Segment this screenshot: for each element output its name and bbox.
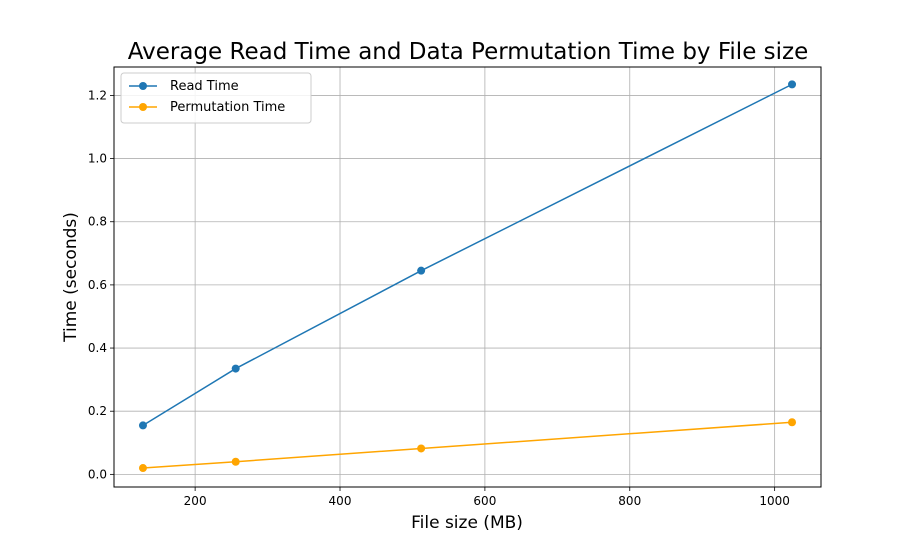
data-point-read-time — [417, 266, 426, 275]
y-axis: 0.0 0.2 0.4 0.6 0.8 1.0 1.2 — [88, 88, 114, 481]
y-tick-label: 0.2 — [88, 404, 107, 418]
series-lines — [138, 80, 797, 473]
y-tick-label: 1.2 — [88, 88, 107, 102]
x-tick-label: 200 — [184, 494, 207, 508]
data-point-permutation-time — [417, 444, 426, 453]
x-tick-label: 400 — [329, 494, 352, 508]
data-point-read-time — [138, 421, 147, 430]
y-tick-label: 0.4 — [88, 341, 107, 355]
data-point-permutation-time — [788, 418, 797, 427]
series-read-time — [138, 80, 797, 430]
y-tick-label: 0.8 — [88, 215, 107, 229]
legend-marker-permutation-time — [139, 103, 147, 111]
legend-box — [120, 72, 312, 124]
x-tick-label: 1000 — [759, 494, 790, 508]
grid — [114, 67, 821, 487]
x-tick-label: 800 — [618, 494, 641, 508]
y-tick-label: 0.0 — [88, 467, 107, 481]
legend-label-read-time: Read Time — [170, 79, 239, 94]
y-tick-label: 1.0 — [88, 152, 107, 166]
plot-area-frame — [113, 66, 822, 488]
legend-item-read-time: Read Time — [129, 79, 239, 94]
chart-title: Average Read Time and Data Permutation T… — [128, 39, 809, 65]
data-point-permutation-time — [231, 457, 240, 466]
series-permutation-time — [138, 418, 797, 473]
x-axis-title: File size (MB) — [411, 513, 523, 533]
data-point-read-time — [788, 80, 797, 89]
data-point-read-time — [231, 364, 240, 373]
x-tick-label: 600 — [473, 494, 496, 508]
y-axis-title: Time (seconds) — [61, 212, 81, 343]
x-axis: 200 400 600 800 1000 — [184, 487, 790, 508]
legend-marker-read-time — [139, 82, 147, 90]
legend-label-permutation-time: Permutation Time — [170, 100, 285, 115]
data-point-permutation-time — [138, 464, 147, 473]
legend-item-permutation-time: Permutation Time — [129, 100, 285, 115]
legend: Read Time Permutation Time — [120, 72, 312, 124]
series-line-read-time — [142, 83, 793, 427]
series-line-permutation-time — [142, 421, 793, 469]
y-tick-label: 0.6 — [88, 278, 107, 292]
